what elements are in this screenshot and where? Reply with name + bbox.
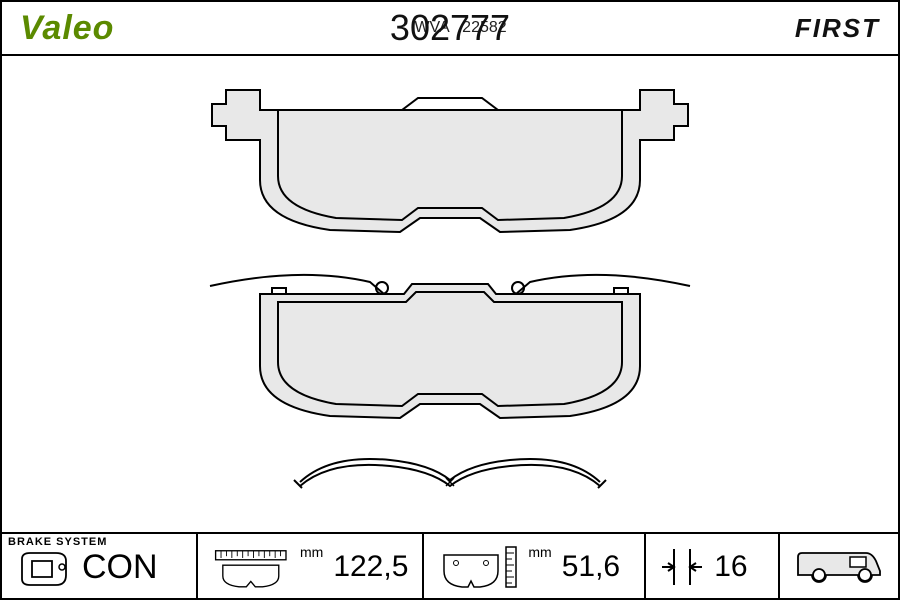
header-bar: Valeo 302777 WVA 22582 FIRST — [2, 2, 898, 56]
van-icon — [794, 545, 884, 589]
caliper-icon — [16, 545, 72, 589]
width-value: 122,5 — [333, 550, 408, 584]
thickness-value: 16 — [714, 550, 747, 584]
thickness-icon — [660, 543, 704, 591]
height-unit: mm — [528, 544, 551, 560]
brake-system-value: CON — [82, 548, 158, 587]
brake-system-cell: BRAKE SYSTEM CON — [2, 534, 198, 600]
height-value: 51,6 — [562, 550, 620, 584]
height-icon — [438, 543, 518, 591]
product-line-logo: FIRST — [795, 13, 880, 44]
brake-pad-top-icon — [200, 80, 700, 240]
brand-logo: Valeo — [20, 9, 114, 48]
brake-pad-bottom-icon — [170, 258, 730, 428]
vehicle-cell — [780, 534, 898, 600]
height-cell: mm 51,6 — [424, 534, 646, 600]
brake-system-label: BRAKE SYSTEM — [8, 536, 107, 548]
diagram-area — [2, 56, 898, 532]
retaining-clip-icon — [280, 446, 620, 496]
width-unit: mm — [300, 544, 323, 560]
width-cell: mm 122,5 — [198, 534, 424, 600]
footer-bar: BRAKE SYSTEM CON — [2, 532, 898, 600]
part-number: 302777 — [390, 7, 510, 49]
width-icon — [212, 543, 290, 591]
product-sheet: Valeo 302777 WVA 22582 FIRST — [0, 0, 900, 600]
thickness-cell: 16 — [646, 534, 780, 600]
